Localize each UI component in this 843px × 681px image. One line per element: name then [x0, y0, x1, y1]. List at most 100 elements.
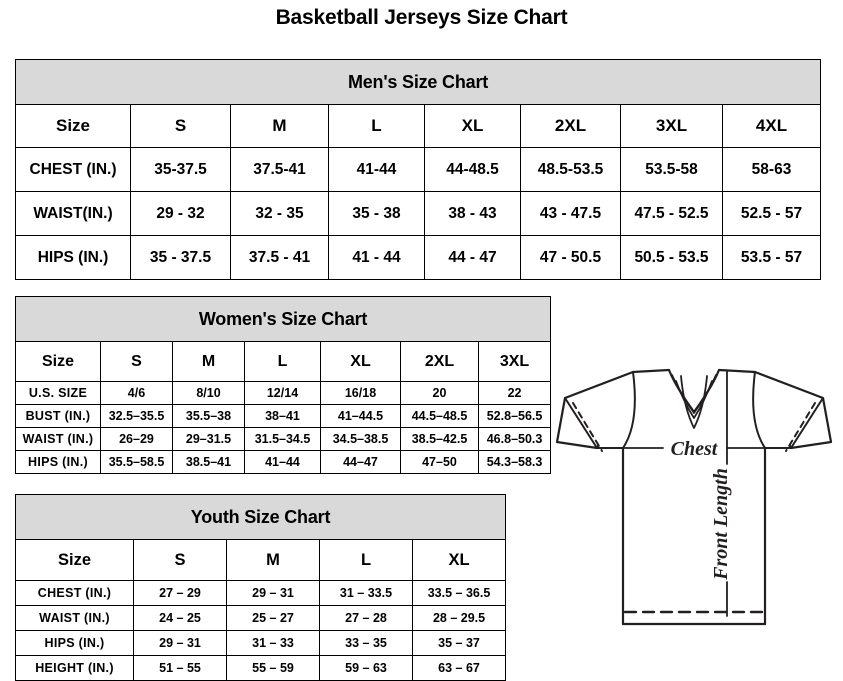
mens-data-cell: 37.5 - 41 — [230, 235, 329, 280]
womens-data-cell: 46.8–50.3 — [477, 427, 552, 451]
womens-data-cell: 35.5–38 — [172, 404, 245, 428]
youth-header-row: Size S M L XL — [15, 539, 507, 581]
mens-header-cell: Size — [15, 104, 131, 148]
womens-header-cell: M — [172, 341, 245, 382]
womens-data-cell: 22 — [477, 381, 552, 405]
youth-data-cell: 33.5 – 36.5 — [411, 580, 507, 606]
mens-data-cell: 35 - 38 — [328, 191, 425, 236]
mens-data-cell: 53.5 - 57 — [722, 235, 821, 280]
womens-data-cell: 38.5–42.5 — [400, 427, 479, 451]
youth-data-cell: 28 – 29.5 — [411, 605, 507, 631]
mens-row-label: WAIST(IN.) — [15, 191, 131, 236]
mens-header-cell: XL — [424, 104, 521, 148]
womens-data-cell: 38–41 — [244, 404, 321, 428]
womens-data-cell: 41–44 — [244, 450, 321, 474]
mens-header-cell: S — [130, 104, 231, 148]
mens-data-cell: 43 - 47.5 — [520, 191, 621, 236]
youth-data-cell: 25 – 27 — [226, 605, 320, 631]
womens-data-cell: 34.5–38.5 — [320, 427, 401, 451]
youth-data-cell: 24 – 25 — [133, 605, 227, 631]
womens-data-cell: 8/10 — [172, 381, 245, 405]
womens-data-cell: 31.5–34.5 — [244, 427, 321, 451]
table-row: HIPS (IN.) 35.5–58.5 38.5–41 41–44 44–47… — [15, 450, 552, 474]
page-title: Basketball Jerseys Size Chart — [275, 6, 568, 29]
mens-data-cell: 44-48.5 — [424, 147, 521, 192]
womens-data-cell: 44.5–48.5 — [400, 404, 479, 428]
womens-data-cell: 16/18 — [320, 381, 401, 405]
table-row: WAIST(IN.) 29 - 32 32 - 35 35 - 38 38 - … — [15, 191, 821, 236]
vneck-outer — [667, 368, 721, 414]
mens-header-cell: 2XL — [520, 104, 621, 148]
mens-header-cell: L — [328, 104, 425, 148]
youth-data-cell: 31 – 33 — [226, 630, 320, 656]
youth-size-chart-table: Youth Size Chart Size S M L XL CHEST (IN… — [14, 494, 507, 681]
youth-row-label: HIPS (IN.) — [15, 630, 134, 656]
womens-data-cell: 47–50 — [400, 450, 479, 474]
mens-data-cell: 58-63 — [722, 147, 821, 192]
womens-data-cell: 29–31.5 — [172, 427, 245, 451]
mens-header-row: Size S M L XL 2XL 3XL 4XL — [15, 104, 821, 148]
table-row: BUST (IN.) 32.5–35.5 35.5–38 38–41 41–44… — [15, 404, 552, 428]
womens-data-cell: 12/14 — [244, 381, 321, 405]
table-row: CHEST (IN.) 27 – 29 29 – 31 31 – 33.5 33… — [15, 580, 507, 606]
womens-data-cell: 20 — [400, 381, 479, 405]
table-row: CHEST (IN.) 35-37.5 37.5-41 41-44 44-48.… — [15, 147, 821, 192]
youth-data-cell: 51 – 55 — [133, 655, 227, 681]
womens-data-cell: 35.5–58.5 — [100, 450, 173, 474]
mens-data-cell: 38 - 43 — [424, 191, 521, 236]
womens-size-chart-table: Women's Size Chart Size S M L XL 2XL 3XL… — [14, 296, 552, 474]
youth-row-label: WAIST (IN.) — [15, 605, 134, 631]
youth-header-cell: Size — [15, 539, 134, 581]
womens-header-cell: L — [244, 341, 321, 382]
womens-header-row: Size S M L XL 2XL 3XL — [15, 341, 552, 382]
mens-header-cell: 4XL — [722, 104, 821, 148]
youth-data-cell: 29 – 31 — [133, 630, 227, 656]
youth-header-cell: XL — [411, 539, 507, 581]
womens-chart-caption: Women's Size Chart — [14, 296, 552, 342]
womens-data-cell: 26–29 — [100, 427, 173, 451]
mens-data-cell: 35 - 37.5 — [130, 235, 231, 280]
womens-header-cell: S — [100, 341, 173, 382]
youth-data-cell: 33 – 35 — [319, 630, 413, 656]
youth-data-cell: 35 – 37 — [411, 630, 507, 656]
womens-caption-row: Women's Size Chart — [14, 296, 552, 342]
womens-data-cell: 52.8–56.5 — [477, 404, 552, 428]
mens-data-cell: 41-44 — [328, 147, 425, 192]
mens-header-cell: 3XL — [620, 104, 723, 148]
left-sleeve-outline — [555, 370, 635, 450]
youth-data-cell: 63 – 67 — [411, 655, 507, 681]
youth-data-cell: 31 – 33.5 — [319, 580, 413, 606]
womens-data-cell: 41–44.5 — [320, 404, 401, 428]
table-row: U.S. SIZE 4/6 8/10 12/14 16/18 20 22 — [15, 381, 552, 405]
mens-size-chart-table: Men's Size Chart Size S M L XL 2XL 3XL 4… — [15, 59, 821, 280]
womens-data-cell: 54.3–58.3 — [477, 450, 552, 474]
right-cuff-dashed — [785, 402, 816, 452]
womens-header-cell: Size — [15, 341, 101, 382]
youth-header-cell: S — [133, 539, 227, 581]
womens-header-cell: 3XL — [477, 341, 552, 382]
womens-row-label: U.S. SIZE — [15, 381, 101, 405]
mens-data-cell: 35-37.5 — [130, 147, 231, 192]
mens-data-cell: 50.5 - 53.5 — [620, 235, 723, 280]
mens-data-cell: 47.5 - 52.5 — [620, 191, 723, 236]
womens-row-label: WAIST (IN.) — [15, 427, 101, 451]
youth-data-cell: 59 – 63 — [319, 655, 413, 681]
mens-data-cell: 44 - 47 — [424, 235, 521, 280]
chest-label: Chest — [671, 438, 719, 460]
table-row: HEIGHT (IN.) 51 – 55 55 – 59 59 – 63 63 … — [15, 655, 507, 681]
youth-data-cell: 55 – 59 — [226, 655, 320, 681]
womens-header-cell: 2XL — [400, 341, 479, 382]
table-row: HIPS (IN.) 29 – 31 31 – 33 33 – 35 35 – … — [15, 630, 507, 656]
left-cuff-dashed — [572, 402, 603, 452]
mens-row-label: CHEST (IN.) — [15, 147, 131, 192]
youth-data-cell: 29 – 31 — [226, 580, 320, 606]
left-shoulder — [631, 368, 671, 374]
mens-header-cell: M — [230, 104, 329, 148]
womens-header-cell: XL — [320, 341, 401, 382]
mens-data-cell: 52.5 - 57 — [722, 191, 821, 236]
mens-chart-caption: Men's Size Chart — [15, 59, 821, 105]
front-length-label: Front Length — [710, 468, 732, 581]
mens-data-cell: 32 - 35 — [230, 191, 329, 236]
womens-data-cell: 44–47 — [320, 450, 401, 474]
right-sleeve-outline — [753, 370, 833, 450]
